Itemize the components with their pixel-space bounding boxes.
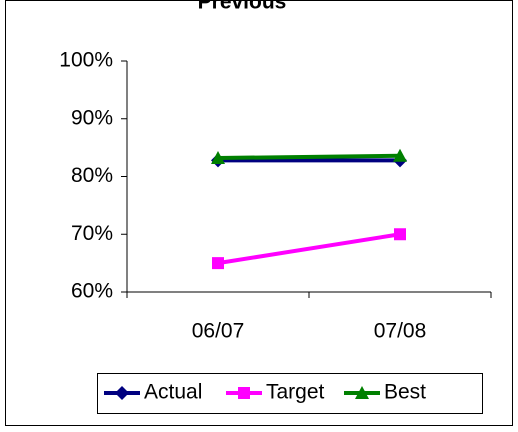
tick-labels: 60% 70% 80% 90% 100% 06/07 07/08 (59, 49, 426, 343)
y-tick-label: 70% (71, 222, 113, 245)
legend-label: Target (266, 381, 325, 404)
legend-label: Best (384, 381, 426, 404)
x-tick-label: 07/08 (374, 320, 427, 343)
legend-marker-best (355, 386, 369, 399)
legend-marker-target (238, 387, 250, 399)
y-tick-label: 60% (71, 280, 113, 303)
chart-frame (5, 0, 513, 426)
series-line-target (217, 232, 401, 266)
series-target (212, 228, 406, 270)
axes (121, 60, 492, 298)
series-layer (211, 148, 407, 270)
data-point-best (393, 148, 407, 162)
chart-title: Previous (198, 0, 287, 14)
legend-item-actual: Actual (104, 381, 202, 404)
series-line-best (217, 153, 401, 161)
legend-item-target: Target (226, 381, 325, 404)
legend-label: Actual (144, 381, 202, 404)
legend-box (97, 373, 483, 414)
series-best (211, 148, 407, 165)
legend-item-best: Best (344, 381, 426, 404)
y-tick-label: 100% (59, 49, 113, 72)
data-point-target (212, 257, 224, 270)
data-point-target (394, 228, 406, 241)
legend-marker-actual (115, 386, 129, 400)
y-tick-label: 90% (71, 106, 113, 129)
data-point-best (211, 151, 225, 165)
y-tick-label: 80% (71, 164, 113, 187)
legend: Actual Target Best (104, 381, 426, 404)
x-tick-label: 06/07 (192, 320, 245, 343)
